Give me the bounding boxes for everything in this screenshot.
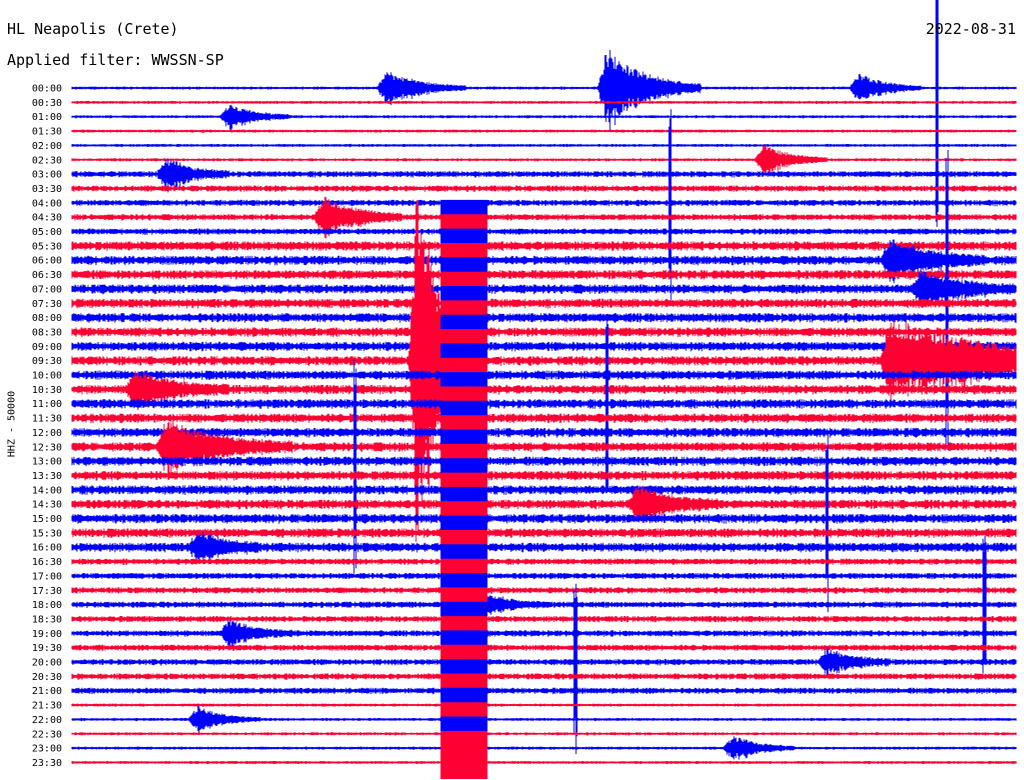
date-label: 2022-08-31 <box>925 20 1016 38</box>
tick-label-0500: 05:00 <box>32 227 62 238</box>
tick-label-0900: 09:00 <box>32 342 62 353</box>
tick-label-2200: 22:00 <box>32 715 62 726</box>
trace-row-0100 <box>71 104 1017 131</box>
station-title: HL Neapolis (Crete) <box>7 20 179 38</box>
tick-label-0100: 01:00 <box>32 112 62 123</box>
tick-label-1600: 16:00 <box>32 543 62 554</box>
tick-label-1700: 17:00 <box>32 571 62 582</box>
tick-label-0930: 09:30 <box>32 356 62 367</box>
trace-row-2200 <box>71 687 1017 758</box>
tick-label-1200: 12:00 <box>32 428 62 439</box>
tick-label-0130: 01:30 <box>32 127 62 138</box>
tick-label-2030: 20:30 <box>32 672 62 683</box>
tick-label-1400: 14:00 <box>32 485 62 496</box>
tick-label-0630: 06:30 <box>32 270 62 281</box>
tick-label-0800: 08:00 <box>32 313 62 324</box>
tick-label-2300: 23:00 <box>32 744 62 755</box>
tick-label-0300: 03:00 <box>32 170 62 181</box>
tick-label-1730: 17:30 <box>32 586 62 597</box>
tick-label-1030: 10:30 <box>32 385 62 396</box>
filter-label: Applied filter: WWSSN-SP <box>7 51 224 69</box>
tick-label-1800: 18:00 <box>32 600 62 611</box>
tick-label-0830: 08:30 <box>32 327 62 338</box>
tick-label-1300: 13:00 <box>32 457 62 468</box>
trace-row-2230 <box>71 702 1017 771</box>
tick-label-2330: 23:30 <box>32 758 62 769</box>
tick-label-1530: 15:30 <box>32 528 62 539</box>
tick-label-0200: 02:00 <box>32 141 62 152</box>
tick-label-1930: 19:30 <box>32 643 62 654</box>
tick-label-0400: 04:00 <box>32 198 62 209</box>
trace-row-2330 <box>71 730 1017 779</box>
tick-label-1330: 13:30 <box>32 471 62 482</box>
tick-label-1830: 18:30 <box>32 614 62 625</box>
trace-row-2000 <box>71 583 1017 754</box>
tick-label-1100: 11:00 <box>32 399 62 410</box>
tick-label-0700: 07:00 <box>32 284 62 295</box>
tick-label-0330: 03:30 <box>32 184 62 195</box>
tick-label-1500: 15:00 <box>32 514 62 525</box>
trace-row-0000 <box>71 0 1017 227</box>
tick-label-2130: 21:30 <box>32 701 62 712</box>
tick-label-1000: 10:00 <box>32 371 62 382</box>
tick-label-0230: 02:30 <box>32 155 62 166</box>
tick-label-2100: 21:00 <box>32 686 62 697</box>
tick-label-0530: 05:30 <box>32 241 62 252</box>
tick-label-0030: 00:30 <box>32 98 62 109</box>
tick-label-2230: 22:30 <box>32 729 62 740</box>
tick-label-1230: 12:30 <box>32 442 62 453</box>
tick-label-1630: 16:30 <box>32 557 62 568</box>
trace-row-2130 <box>71 673 1017 743</box>
tick-label-0430: 04:30 <box>32 213 62 224</box>
tick-label-0730: 07:30 <box>32 299 62 310</box>
tick-label-0600: 06:00 <box>32 256 62 267</box>
y-axis-label: HHZ - 50000 <box>6 390 18 458</box>
tick-label-0000: 00:00 <box>32 84 62 95</box>
tick-label-2000: 20:00 <box>32 658 62 669</box>
tick-label-1430: 14:30 <box>32 500 62 511</box>
tick-label-1130: 11:30 <box>32 414 62 425</box>
tick-label-1900: 19:00 <box>32 629 62 640</box>
